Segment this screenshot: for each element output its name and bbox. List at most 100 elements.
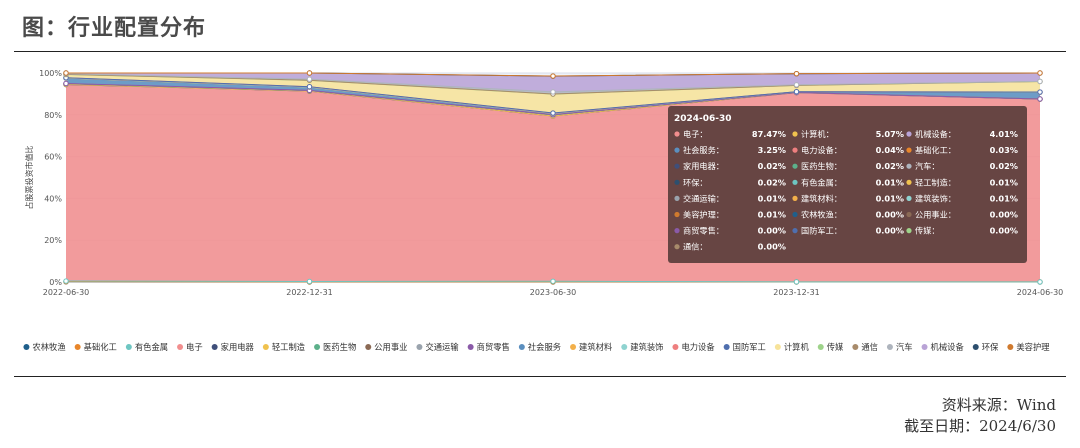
tooltip-value: 0.01%: [758, 193, 786, 203]
data-point-商贸零售: [1037, 96, 1043, 102]
tooltip-value: 0.03%: [990, 145, 1018, 155]
legend-label: 有色金属: [135, 342, 168, 352]
legend-swatch-建筑材料: [570, 344, 577, 350]
legend-label: 建筑装饰: [630, 342, 663, 352]
tooltip-value: 0.02%: [876, 161, 904, 171]
legend-label: 家用电器: [221, 342, 255, 352]
tooltip-value: 3.25%: [758, 145, 786, 155]
y-tick-label: 40%: [44, 194, 62, 203]
tooltip-value: 0.01%: [758, 210, 786, 220]
data-point-有色金属: [306, 278, 313, 285]
tooltip-label: 社会服务：: [683, 145, 724, 155]
tooltip-swatch: [792, 163, 798, 169]
data-point-商贸零售: [63, 80, 69, 87]
legend-swatch-家用电器: [211, 344, 218, 350]
tooltip-value: 0.00%: [990, 226, 1018, 236]
data-point-国防军工: [793, 89, 800, 95]
tooltip-box: [668, 106, 1027, 263]
legend-swatch-环保: [972, 344, 979, 350]
tooltip-label: 电力设备：: [801, 145, 842, 155]
x-tick-label: 2022-06-30: [43, 288, 90, 297]
data-point-汽车: [1037, 78, 1043, 85]
tooltip-swatch: [674, 195, 680, 201]
legend-label: 电子: [186, 342, 203, 352]
tooltip-swatch: [674, 179, 680, 185]
y-tick-label: 60%: [44, 153, 62, 162]
tooltip-value: 0.00%: [990, 210, 1018, 220]
legend-label: 电力设备: [681, 342, 715, 352]
data-point-汽车: [550, 89, 556, 95]
tooltip-swatch: [906, 195, 912, 201]
tooltip-label: 环保：: [683, 177, 708, 187]
legend-label: 建筑材料: [579, 342, 613, 352]
y-tick-label: 100%: [39, 69, 62, 78]
tooltip-swatch: [674, 131, 680, 137]
legend-swatch-传媒: [817, 344, 824, 350]
tooltip-swatch: [792, 131, 798, 137]
legend-swatch-计算机: [774, 344, 781, 350]
tooltip-label: 交通运输：: [683, 193, 724, 203]
legend-label: 国防军工: [733, 342, 766, 352]
tooltip-label: 电子：: [683, 129, 708, 139]
data-point-有色金属: [793, 279, 800, 285]
tooltip-label: 传媒：: [915, 226, 940, 236]
tooltip-swatch: [792, 228, 798, 234]
y-tick-label: 20%: [44, 236, 62, 245]
legend-label: 轻工制造: [272, 342, 306, 352]
tooltip-value: 0.00%: [758, 226, 786, 236]
tooltip-label: 国防军工：: [801, 226, 842, 236]
tooltip-value: 0.04%: [876, 145, 904, 155]
legend-label: 社会服务: [528, 342, 561, 352]
tooltip-value: 0.02%: [990, 161, 1018, 171]
figure-title: 图：行业配置分布: [22, 15, 207, 41]
tooltip-value: 0.02%: [758, 177, 786, 187]
data-point-有色金属: [550, 278, 556, 284]
legend-swatch-交通运输: [416, 344, 423, 350]
tooltip-swatch: [792, 211, 798, 218]
tooltip-label: 基础化工：: [915, 145, 956, 155]
tooltip-date: 2024-06-30: [674, 114, 732, 124]
legend-label: 交通运输: [425, 342, 459, 352]
tooltip-swatch: [674, 244, 680, 250]
tooltip: 2024-06-30 电子： 87.47% 计算机： 5.07% 机械设备： 4.01% 社会…: [668, 106, 1027, 263]
tooltip-label: 有色金属：: [801, 177, 842, 187]
tooltip-value: 0.01%: [876, 193, 904, 203]
tooltip-label: 农林牧渔：: [801, 210, 842, 220]
tooltip-label: 汽车：: [915, 161, 940, 171]
legend-label: 计算机: [784, 342, 810, 352]
data-point-美容护理: [550, 73, 556, 79]
data-point-美容护理: [793, 70, 800, 77]
tooltip-swatch: [674, 163, 680, 169]
legend-swatch-机械设备: [921, 344, 928, 350]
tooltip-swatch: [906, 211, 912, 218]
data-point-有色金属: [63, 278, 69, 284]
legend-swatch-通信: [852, 344, 859, 350]
legend-swatch-国防军工: [723, 344, 730, 350]
legend-label: 汽车: [896, 342, 913, 352]
tooltip-swatch: [906, 147, 912, 153]
legend-label: 传媒: [827, 342, 844, 352]
x-tick-label: 2024-06-30: [1017, 288, 1064, 297]
tooltip-swatch: [792, 179, 798, 185]
tooltip-value: 0.02%: [758, 161, 786, 171]
legend-swatch-商贸零售: [467, 344, 474, 350]
tooltip-label: 家用电器：: [683, 161, 724, 171]
tooltip-label: 美容护理：: [683, 210, 724, 220]
y-tick-label: 80%: [44, 111, 62, 120]
tooltip-swatch: [906, 131, 912, 137]
data-point-汽车: [306, 76, 313, 82]
legend-label: 美容护理: [1016, 342, 1050, 352]
bottom-rule: [14, 376, 1066, 377]
tooltip-value: 0.01%: [990, 193, 1018, 203]
legend-swatch-建筑装饰: [621, 344, 628, 350]
tooltip-label: 计算机：: [801, 129, 834, 139]
tooltip-swatch: [674, 147, 680, 153]
tooltip-value: 0.01%: [990, 177, 1018, 187]
legend-label: 商贸零售: [477, 342, 510, 352]
legend-label: 公用事业: [374, 342, 407, 352]
legend-swatch-轻工制造: [262, 344, 269, 350]
tooltip-swatch: [792, 147, 798, 153]
data-point-有色金属: [1037, 279, 1043, 285]
tooltip-value: 0.00%: [876, 210, 904, 220]
x-tick-label: 2022-12-31: [286, 288, 333, 297]
